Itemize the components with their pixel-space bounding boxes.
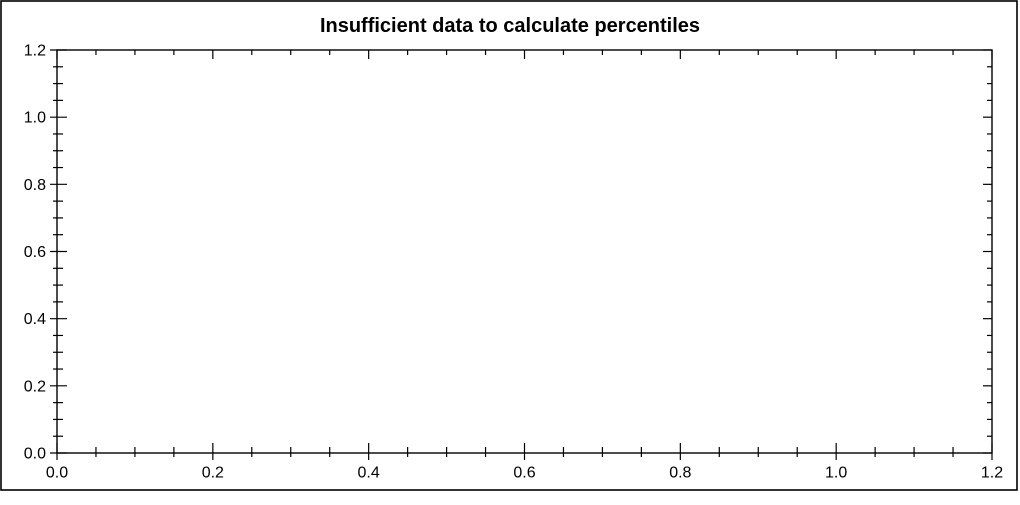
y-tick-label: 0.6	[24, 244, 46, 261]
x-tick-label: 0.8	[669, 465, 691, 482]
x-axis-tick-labels: 0.0 0.2 0.4 0.6 0.8 1.0 1.2	[46, 465, 1003, 482]
y-tick-label: 0.0	[24, 446, 46, 463]
axis-ticks	[50, 49, 993, 460]
y-tick-label: 0.4	[24, 311, 46, 328]
x-tick-label: 1.2	[981, 465, 1003, 482]
chart-title: Insufficient data to calculate percentil…	[320, 15, 700, 37]
outer-border	[0, 0, 1018, 491]
y-tick-label: 1.2	[24, 43, 46, 60]
x-tick-label: 0.0	[46, 465, 68, 482]
x-tick-label: 0.4	[358, 465, 380, 482]
plot-box	[56, 49, 993, 454]
y-tick-label: 0.8	[24, 177, 46, 194]
y-tick-label: 1.0	[24, 110, 46, 127]
y-axis-tick-labels: 0.0 0.2 0.4 0.6 0.8 1.0 1.2	[24, 43, 46, 463]
x-tick-label: 0.2	[202, 465, 224, 482]
x-tick-label: 0.6	[513, 465, 535, 482]
x-tick-label: 1.0	[825, 465, 847, 482]
y-tick-label: 0.2	[24, 378, 46, 395]
